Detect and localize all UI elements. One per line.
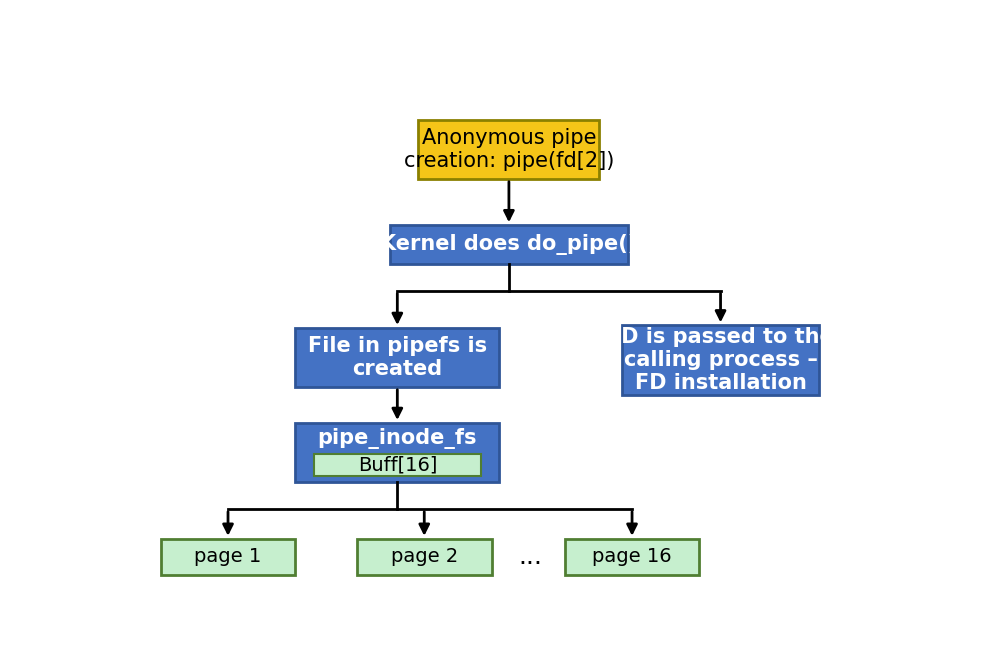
FancyBboxPatch shape [565,539,699,575]
FancyBboxPatch shape [356,539,492,575]
Text: FD is passed to the
calling process –
FD installation: FD is passed to the calling process – FD… [607,327,834,393]
Text: File in pipefs is
created: File in pipefs is created [308,336,487,379]
Text: pipe_inode_fs: pipe_inode_fs [318,428,477,450]
Text: Anonymous pipe
creation: pipe(fd[2]): Anonymous pipe creation: pipe(fd[2]) [404,128,614,171]
Text: ...: ... [518,545,542,569]
FancyBboxPatch shape [314,454,481,476]
FancyBboxPatch shape [418,120,600,179]
FancyBboxPatch shape [389,225,629,263]
FancyBboxPatch shape [295,423,499,482]
Text: page 16: page 16 [592,547,672,566]
Text: Buff[16]: Buff[16] [357,456,437,474]
Text: page 1: page 1 [195,547,261,566]
FancyBboxPatch shape [295,328,499,387]
Text: Kernel does do_pipe(): Kernel does do_pipe() [380,234,638,255]
Text: page 2: page 2 [390,547,458,566]
FancyBboxPatch shape [161,539,295,575]
FancyBboxPatch shape [623,325,818,395]
